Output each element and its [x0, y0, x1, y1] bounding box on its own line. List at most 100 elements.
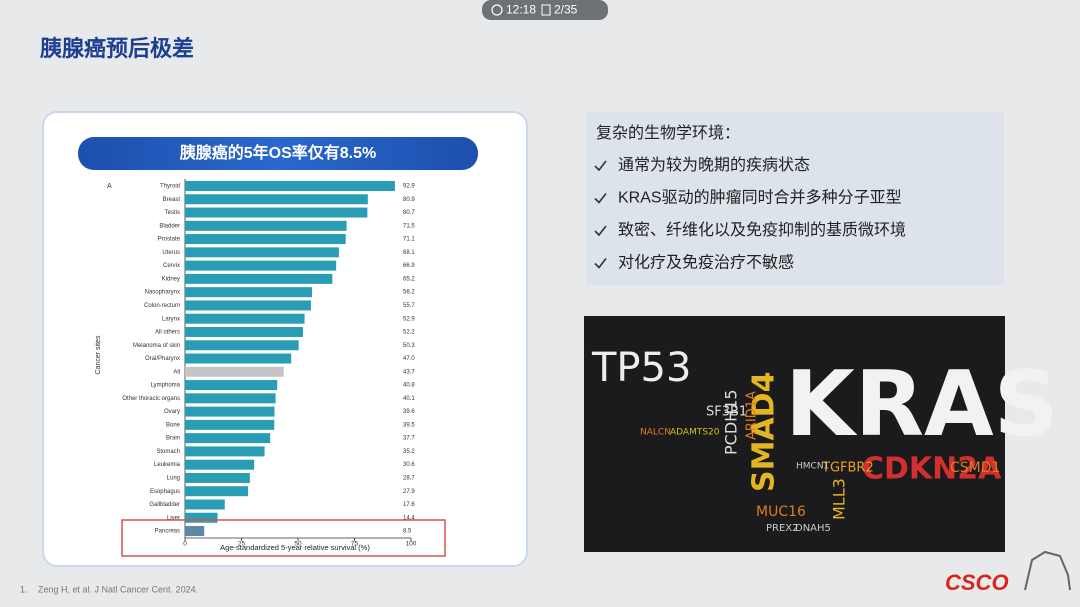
- y-tick-label: All: [173, 369, 180, 375]
- y-tick-label: Thyroid: [160, 184, 180, 190]
- value-label: 40.8: [403, 383, 415, 389]
- page-number: 2/35: [554, 3, 578, 17]
- bar: [185, 380, 278, 391]
- value-label: 28.7: [403, 476, 415, 482]
- value-label: 8.5: [403, 529, 412, 535]
- logo-wall: [1024, 550, 1071, 591]
- value-label: 17.6: [403, 502, 415, 508]
- bar: [185, 526, 205, 537]
- x-tick-label: 75: [351, 541, 359, 548]
- y-tick-label: Cervix: [163, 263, 180, 269]
- y-tick-label: Other thoracic organs: [122, 396, 180, 402]
- clock-icon: [491, 4, 503, 16]
- bar: [185, 326, 303, 337]
- plot: 0 25 50 75 100 Thyroid 92.9 Breast 80.9 Testis 80.…: [122, 179, 417, 548]
- y-tick-label: All others: [155, 330, 180, 336]
- y-tick-label: Colon-rectum: [144, 303, 180, 309]
- wordcloud-word: SF3B1: [706, 405, 747, 420]
- value-label: 27.9: [403, 489, 415, 495]
- bullet-text: 致密、纤维化以及免疫抑制的基质微环境: [618, 220, 906, 239]
- logo: CSCO: [945, 570, 1009, 595]
- bullet-list: 通常为较为晚期的疾病状态 KRAS驱动的肿瘤同时合并多种分子亚型致密、纤维化以及免…: [594, 156, 906, 272]
- value-label: 71.5: [403, 223, 415, 229]
- wordcloud-word: CDKN2A: [862, 452, 1002, 487]
- wordcloud-word: PCDH15: [722, 389, 741, 455]
- wordcloud-word: ARID1A: [745, 391, 760, 440]
- bar: [185, 207, 368, 218]
- x-tick-label: 0: [183, 541, 187, 548]
- bullet-text: KRAS驱动的肿瘤同时合并多种分子亚型: [618, 189, 902, 207]
- value-label: 68.1: [403, 250, 415, 256]
- bar: [185, 512, 218, 523]
- wordcloud-word: PREX2: [766, 523, 799, 534]
- value-label: 39.6: [403, 409, 415, 415]
- slide-title: 胰腺癌预后极差: [40, 36, 194, 61]
- wordcloud-word: MUC16: [756, 504, 806, 520]
- value-label: 40.1: [403, 396, 415, 402]
- bullet-text: 对化疗及免疫治疗不敏感: [618, 254, 794, 272]
- bar: [185, 406, 275, 417]
- footnote: Zeng H, et al. J Natl Cancer Cent. 2024.: [38, 584, 198, 594]
- value-label: 80.9: [403, 197, 415, 203]
- bullet-text: 通常为较为晚期的疾病状态: [618, 156, 810, 174]
- value-label: 71.1: [403, 237, 415, 243]
- bar: [185, 393, 276, 404]
- y-tick-label: Stomach: [156, 449, 180, 455]
- y-tick-label: Gallbladder: [149, 502, 180, 508]
- y-tick-label: Bone: [166, 422, 181, 428]
- wordcloud-word: NALCN: [640, 428, 671, 438]
- bar: [185, 300, 311, 311]
- bar: [185, 366, 284, 377]
- player-bar[interactable]: [482, 0, 608, 20]
- wordcloud-image: [584, 316, 1005, 552]
- bar: [185, 273, 333, 284]
- y-tick-label: Leukemia: [154, 462, 181, 468]
- bar: [185, 340, 299, 351]
- bar: [185, 234, 346, 245]
- wordcloud-word: HMCN1: [796, 462, 829, 472]
- value-label: 37.7: [403, 436, 415, 442]
- y-tick-label: Larynx: [162, 316, 180, 322]
- y-tick-label: Uterus: [162, 250, 180, 256]
- bar: [185, 247, 339, 258]
- value-label: 39.5: [403, 422, 415, 428]
- y-tick-label: Pancreas: [155, 529, 180, 535]
- bar: [185, 220, 347, 231]
- bar: [185, 446, 265, 457]
- y-tick-label: Esophagus: [150, 489, 180, 495]
- wordcloud-word: KRAS: [785, 352, 1059, 457]
- bar: [185, 260, 337, 271]
- wordcloud-word: MLL3: [830, 478, 849, 520]
- y-tick-label: Testis: [165, 210, 180, 216]
- value-label: 55.7: [403, 303, 415, 309]
- bar: [185, 419, 275, 430]
- value-label: 47.0: [403, 356, 415, 362]
- y-tick-label: Breast: [163, 197, 181, 203]
- y-axis-label: Cancer sites: [95, 335, 102, 374]
- x-axis-label: Age-standardized 5-year relative surviva…: [220, 543, 370, 552]
- y-tick-label: Oral/Pharynx: [145, 356, 180, 362]
- y-tick-label: Lymphoma: [151, 383, 181, 389]
- text-panel: [586, 112, 1004, 285]
- bar: [185, 486, 249, 497]
- value-label: 80.7: [403, 210, 415, 216]
- value-label: 52.2: [403, 330, 415, 336]
- y-tick-label: Melanoma of skin: [133, 343, 180, 349]
- value-label: 66.9: [403, 263, 415, 269]
- y-tick-label: Lung: [167, 476, 180, 482]
- x-tick-label: 50: [294, 541, 302, 548]
- wordcloud-word: SMAD4: [747, 372, 782, 492]
- x-tick-label: 25: [238, 541, 246, 548]
- bar: [185, 287, 313, 298]
- check-icon: [594, 225, 607, 237]
- bar: [185, 459, 255, 470]
- wordcloud-word: DNAH5: [795, 523, 831, 534]
- value-label: 35.2: [403, 449, 415, 455]
- footnote-number: 1.: [20, 584, 28, 594]
- panel-label: A: [107, 183, 112, 190]
- value-label: 52.9: [403, 316, 415, 322]
- time: 12:18: [506, 3, 536, 17]
- y-tick-label: Ovary: [164, 409, 180, 415]
